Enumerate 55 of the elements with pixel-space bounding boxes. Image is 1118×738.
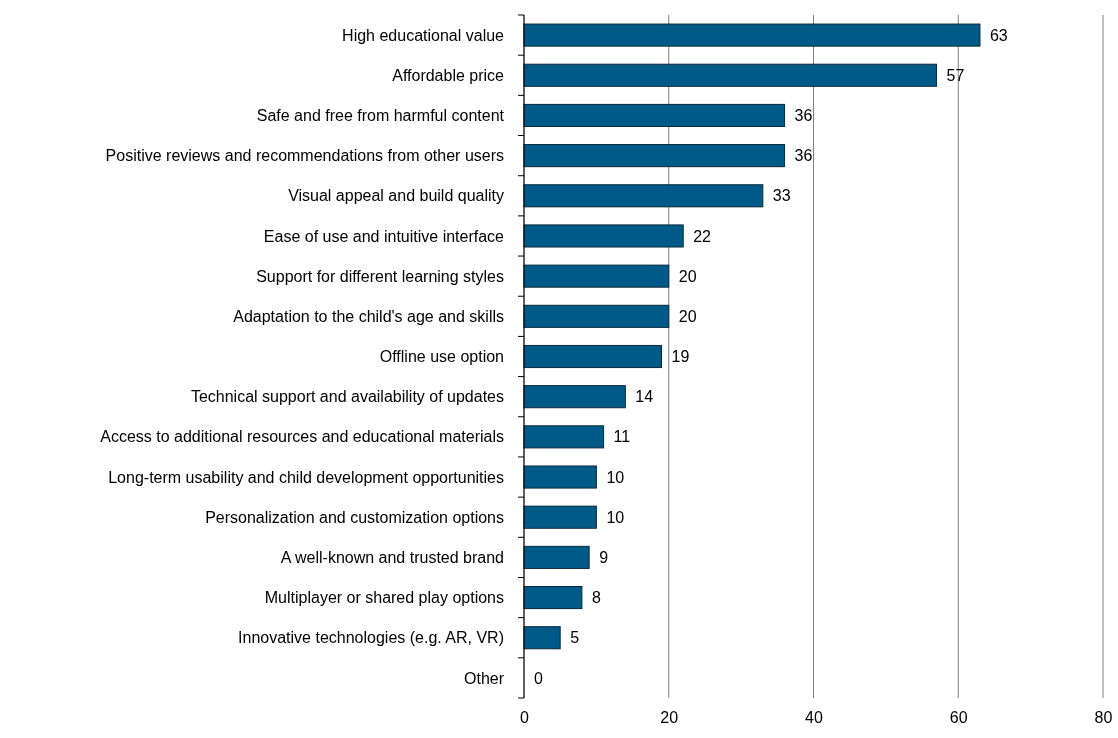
y-tick-label: Technical support and availability of updates bbox=[190, 388, 504, 406]
y-tick-label: Ease of use and intuitive interface bbox=[263, 227, 505, 245]
data-label: 22 bbox=[693, 227, 712, 245]
x-tick-label: 0 bbox=[520, 709, 530, 727]
data-label: 33 bbox=[772, 187, 791, 205]
y-tick-label: Access to additional resources and educational materials bbox=[100, 428, 504, 446]
y-tick-label: A well-known and trusted brand bbox=[280, 548, 504, 566]
data-label: 20 bbox=[678, 267, 697, 285]
data-label: 10 bbox=[606, 508, 625, 526]
x-tick-label: 40 bbox=[805, 709, 823, 727]
bar bbox=[523, 586, 583, 610]
y-tick-label: Safe and free from harmful content bbox=[256, 107, 505, 125]
bar bbox=[523, 264, 670, 288]
bar bbox=[523, 626, 561, 650]
bar bbox=[523, 144, 786, 168]
data-label: 36 bbox=[794, 107, 813, 125]
y-tick-label: Positive reviews and recommendations from other users bbox=[105, 147, 504, 165]
y-tick-label: Multiplayer or shared play options bbox=[264, 589, 504, 607]
bar bbox=[523, 23, 981, 47]
data-label: 19 bbox=[671, 348, 690, 366]
data-label: 8 bbox=[591, 589, 601, 607]
y-tick-label: Innovative technologies (e.g. AR, VR) bbox=[238, 629, 504, 647]
y-tick-label: Long-term usability and child development opportunities bbox=[108, 468, 504, 486]
y-tick-label: Personalization and customization options bbox=[205, 508, 504, 526]
y-tick-label: Other bbox=[463, 669, 505, 687]
data-label: 20 bbox=[678, 307, 697, 325]
data-label: 9 bbox=[599, 548, 609, 566]
bar bbox=[523, 465, 597, 489]
y-tick-label: Affordable price bbox=[392, 66, 505, 84]
bar bbox=[523, 385, 626, 409]
y-tick-label: High educational value bbox=[342, 26, 505, 44]
data-label: 14 bbox=[635, 388, 654, 406]
y-tick-label: Adaptation to the child's age and skills bbox=[233, 307, 504, 325]
data-label: 0 bbox=[534, 669, 543, 687]
bar bbox=[523, 224, 684, 248]
bar bbox=[523, 344, 663, 369]
data-label: 10 bbox=[606, 468, 625, 486]
bar bbox=[523, 425, 605, 449]
bar bbox=[523, 184, 764, 208]
y-tick-label: Offline use option bbox=[379, 348, 504, 366]
x-tick-label: 60 bbox=[949, 709, 968, 727]
x-tick-label: 80 bbox=[1094, 709, 1113, 727]
bar bbox=[523, 103, 786, 127]
bar bbox=[523, 545, 590, 569]
bar bbox=[523, 304, 670, 328]
bar bbox=[523, 505, 597, 529]
data-label: 5 bbox=[570, 629, 580, 647]
y-tick-label: Visual appeal and build quality bbox=[288, 187, 504, 205]
y-tick-label: Support for different learning styles bbox=[256, 267, 504, 285]
x-tick-label: 20 bbox=[660, 709, 679, 727]
data-label: 11 bbox=[613, 428, 631, 446]
data-label: 57 bbox=[946, 66, 965, 84]
bar bbox=[523, 63, 938, 87]
data-label: 63 bbox=[989, 26, 1008, 44]
data-label: 36 bbox=[794, 147, 813, 165]
